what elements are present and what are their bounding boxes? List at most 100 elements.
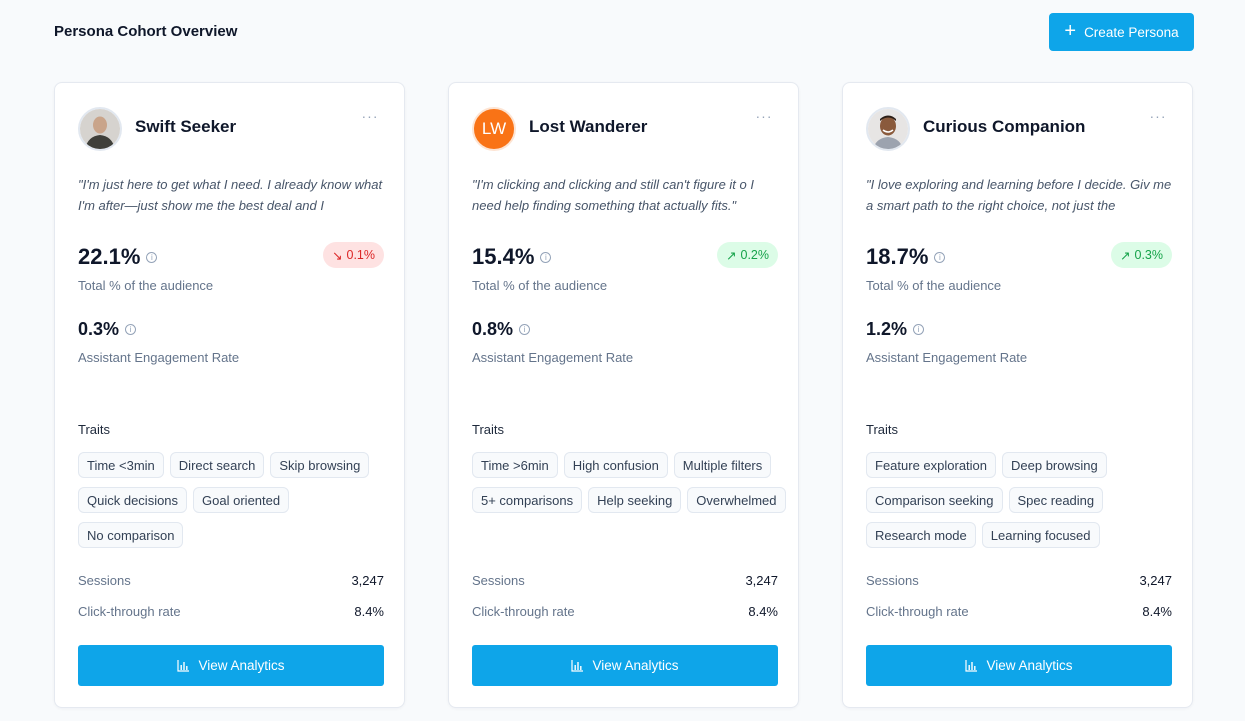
trait-tag: Goal oriented [193, 487, 290, 513]
ctr-row: Click-through rate 8.4% [866, 604, 1172, 619]
sessions-label: Sessions [866, 573, 919, 588]
engagement-label: Assistant Engagement Rate [866, 350, 1028, 365]
view-analytics-label: View Analytics [592, 658, 679, 673]
info-icon[interactable]: i [913, 324, 925, 335]
trait-tag: Time <3min [78, 452, 164, 478]
traits-list: Time <3min Direct search Skip browsing Q… [78, 452, 398, 548]
traits-title: Traits [78, 422, 111, 437]
view-analytics-button[interactable]: View Analytics [78, 645, 384, 686]
trait-tag: Time >6min [472, 452, 558, 478]
trend-up-icon: ↗ [1120, 248, 1131, 263]
more-options-icon[interactable]: ··· [361, 108, 379, 124]
audience-value: 18.7% [866, 244, 929, 269]
info-icon[interactable]: i [146, 251, 158, 263]
sessions-label: Sessions [78, 573, 131, 588]
sessions-row: Sessions 3,247 [472, 573, 778, 588]
trend-up-icon: ↗ [726, 248, 737, 263]
trait-tag: 5+ comparisons [472, 487, 583, 513]
sessions-value: 3,247 [745, 573, 778, 588]
ctr-label: Click-through rate [78, 604, 181, 619]
engagement-value: 0.3% [78, 319, 120, 339]
sessions-row: Sessions 3,247 [78, 573, 384, 588]
create-persona-label: Create Persona [1084, 24, 1179, 40]
ctr-row: Click-through rate 8.4% [78, 604, 384, 619]
change-badge: ↗ 0.2% [717, 242, 778, 268]
ctr-label: Click-through rate [866, 604, 969, 619]
trait-tag: Comparison seeking [866, 487, 1003, 513]
info-icon[interactable]: i [519, 324, 531, 335]
engagement-value: 1.2% [866, 319, 908, 339]
engagement-metric: 0.8% i [472, 319, 531, 340]
bar-chart-icon [571, 659, 584, 672]
create-persona-button[interactable]: + Create Persona [1049, 13, 1194, 51]
avatar [866, 107, 910, 151]
audience-value: 15.4% [472, 244, 535, 269]
persona-card: Curious Companion ··· "I love exploring … [842, 82, 1193, 708]
audience-metric: 22.1% i [78, 244, 158, 270]
trait-tag: Feature exploration [866, 452, 997, 478]
persona-card: LW Lost Wanderer ··· "I'm clicking and c… [448, 82, 799, 708]
trait-tag: Skip browsing [270, 452, 370, 478]
info-icon[interactable]: i [934, 251, 946, 263]
sessions-value: 3,247 [351, 573, 384, 588]
change-value: 0.1% [346, 248, 376, 262]
traits-list: Feature exploration Deep browsing Compar… [866, 452, 1186, 548]
ctr-label: Click-through rate [472, 604, 575, 619]
trait-tag: Deep browsing [1002, 452, 1107, 478]
sessions-value: 3,247 [1139, 573, 1172, 588]
trait-tag: High confusion [563, 452, 668, 478]
trait-tag: Overwhelmed [687, 487, 786, 513]
view-analytics-button[interactable]: View Analytics [472, 645, 778, 686]
sessions-label: Sessions [472, 573, 525, 588]
info-icon[interactable]: i [540, 251, 552, 263]
audience-label: Total % of the audience [866, 278, 1002, 293]
more-options-icon[interactable]: ··· [1149, 108, 1167, 124]
audience-value: 22.1% [78, 244, 141, 269]
audience-label: Total % of the audience [472, 278, 608, 293]
trait-tag: No comparison [78, 522, 184, 548]
page-title: Persona Cohort Overview [54, 23, 238, 40]
trait-tag: Direct search [169, 452, 265, 478]
ctr-value: 8.4% [748, 604, 778, 619]
audience-metric: 15.4% i [472, 244, 552, 270]
change-badge: ↘ 0.1% [323, 242, 384, 268]
engagement-metric: 1.2% i [866, 319, 925, 340]
plus-icon: + [1064, 20, 1077, 42]
bar-chart-icon [177, 659, 190, 672]
avatar: LW [472, 107, 516, 151]
persona-name: Curious Companion [923, 117, 1086, 136]
view-analytics-label: View Analytics [986, 658, 1073, 673]
engagement-label: Assistant Engagement Rate [472, 350, 634, 365]
persona-card: Swift Seeker ··· "I'm just here to get w… [54, 82, 405, 708]
trait-tag: Learning focused [981, 522, 1100, 548]
audience-label: Total % of the audience [78, 278, 214, 293]
ctr-row: Click-through rate 8.4% [472, 604, 778, 619]
change-badge: ↗ 0.3% [1111, 242, 1172, 268]
change-value: 0.3% [1134, 248, 1164, 262]
info-icon[interactable]: i [125, 324, 137, 335]
view-analytics-button[interactable]: View Analytics [866, 645, 1172, 686]
ctr-value: 8.4% [354, 604, 384, 619]
avatar [78, 107, 122, 151]
traits-list: Time >6min High confusion Multiple filte… [472, 452, 792, 513]
trait-tag: Research mode [866, 522, 976, 548]
bar-chart-icon [965, 659, 978, 672]
traits-title: Traits [866, 422, 899, 437]
view-analytics-label: View Analytics [198, 658, 285, 673]
trait-tag: Quick decisions [78, 487, 188, 513]
sessions-row: Sessions 3,247 [866, 573, 1172, 588]
engagement-metric: 0.3% i [78, 319, 137, 340]
persona-name: Swift Seeker [135, 117, 237, 136]
trait-tag: Multiple filters [673, 452, 772, 478]
persona-quote: "I'm just here to get what I need. I alr… [78, 177, 383, 213]
more-options-icon[interactable]: ··· [755, 108, 773, 124]
traits-title: Traits [472, 422, 505, 437]
trend-down-icon: ↘ [332, 248, 343, 263]
trait-tag: Spec reading [1008, 487, 1104, 513]
persona-name: Lost Wanderer [529, 117, 648, 136]
engagement-value: 0.8% [472, 319, 514, 339]
persona-quote: "I'm clicking and clicking and still can… [472, 177, 754, 213]
change-value: 0.2% [740, 248, 770, 262]
audience-metric: 18.7% i [866, 244, 946, 270]
engagement-label: Assistant Engagement Rate [78, 350, 240, 365]
